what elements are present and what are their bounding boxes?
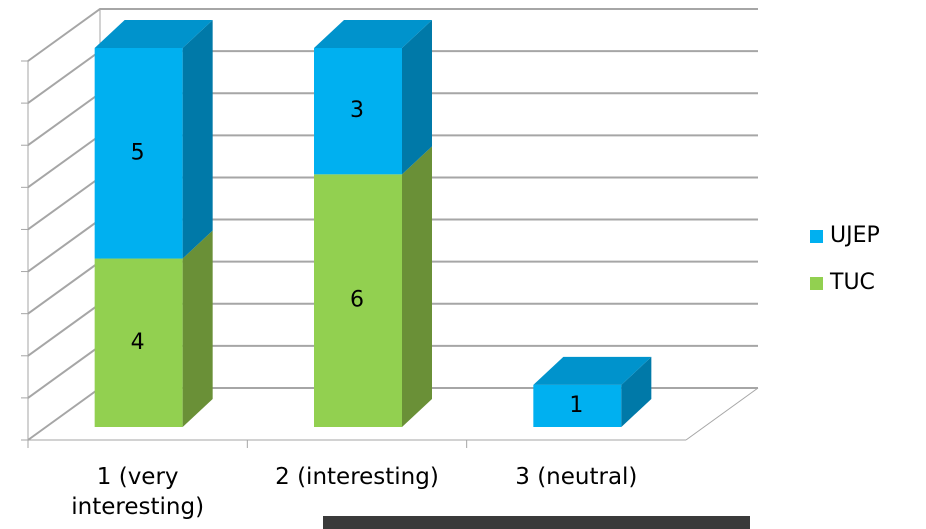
bar-side [182,20,213,259]
bar [314,174,402,427]
x-tick-label: 2 (interesting) [275,464,439,490]
bar-top [94,20,213,48]
photo [323,516,750,529]
legend-label: TUC [829,270,875,295]
bar-side [182,230,213,427]
data-label: 1 [569,393,583,418]
data-label: 3 [350,98,364,123]
bar-side [402,20,432,175]
legend-label: UJEP [830,223,880,248]
floor-edge [685,387,759,441]
legend-swatch [810,230,823,243]
bar-side [402,146,432,428]
grid-line [27,8,758,62]
bar-top [314,20,432,48]
bar-top [533,356,652,385]
x-tick-label: 3 (neutral) [515,464,638,490]
bar-side [621,356,652,427]
x-tick-label: 1 (very interesting) [71,464,205,520]
data-label: 4 [131,330,145,355]
legend-swatch [810,277,823,290]
data-label: 5 [131,140,145,165]
bar [533,384,622,427]
bar [94,258,183,427]
bar [94,48,183,259]
data-label: 6 [350,288,364,313]
bar [314,48,402,175]
